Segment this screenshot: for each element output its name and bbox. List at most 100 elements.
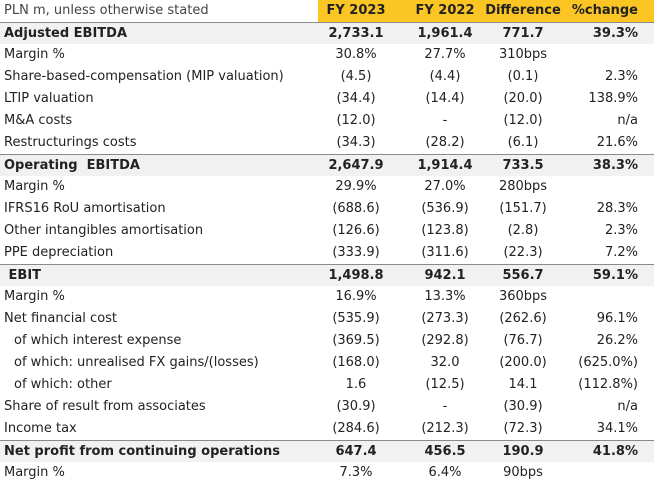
row-label: Share of result from associates <box>4 399 206 414</box>
table-cell: (76.7) <box>503 333 543 348</box>
table-cell: (112.8%) <box>578 377 638 392</box>
table-cell: 32.0 <box>430 355 460 370</box>
table-cell: 38.3% <box>592 158 638 173</box>
table-cell: 310bps <box>498 47 548 62</box>
table-cell: 1,498.8 <box>328 268 384 283</box>
table-cell: 29.9% <box>335 179 377 194</box>
table-cell: 190.9 <box>502 444 544 459</box>
table-cell: (20.0) <box>503 91 543 106</box>
column-header: FY 2023 <box>326 3 386 18</box>
table-cell: (28.2) <box>425 135 465 150</box>
table-cell: 30.8% <box>335 47 377 62</box>
row-label: Restructurings costs <box>4 135 137 150</box>
row-label: of which: other <box>14 377 112 392</box>
table-cell: (0.1) <box>507 69 539 84</box>
table-cell: 7.3% <box>339 465 373 480</box>
total-row: EBIT 1,498.8 942.1 556.7 59.1% <box>0 264 654 286</box>
table-cell: 2.3% <box>604 69 638 84</box>
table-row: Restructurings costs (34.3) (28.2) (6.1) 21.… <box>0 132 654 154</box>
table-cell: - <box>442 399 448 414</box>
column-header: %change <box>571 3 638 18</box>
table-cell: 2.3% <box>604 223 638 238</box>
table-row: IFRS16 RoU amortisation (688.6) (536.9) (15… <box>0 198 654 220</box>
table-cell: (12.0) <box>503 113 543 128</box>
table-cell: (284.6) <box>332 421 380 436</box>
total-row: Adjusted EBITDA 2,733.1 1,961.4 771.7 39.3% <box>0 22 654 44</box>
table-cell: (151.7) <box>499 201 547 216</box>
table-cell: (34.3) <box>336 135 376 150</box>
table-cell: (625.0%) <box>578 355 638 370</box>
table-cell: 942.1 <box>424 268 466 283</box>
table-cell: (200.0) <box>499 355 547 370</box>
table-cell: (4.4) <box>429 69 461 84</box>
table-cell: 733.5 <box>502 158 544 173</box>
table-row: of which: other 1.6 (12.5) 14.1 (112.8%) <box>0 374 654 396</box>
table-cell: 16.9% <box>335 289 377 304</box>
row-label: Net financial cost <box>4 311 118 326</box>
table-cell: n/a <box>617 113 638 128</box>
table-cell: 7.2% <box>604 245 638 260</box>
table-cell: 27.0% <box>424 179 466 194</box>
table-cell: (333.9) <box>332 245 380 260</box>
column-header: Difference <box>485 3 561 18</box>
table-cell: 771.7 <box>502 26 544 41</box>
table-cell: 21.6% <box>596 135 638 150</box>
table-cell: 6.4% <box>428 465 462 480</box>
table-cell: 13.3% <box>424 289 466 304</box>
table-row: Income tax (284.6) (212.3) (72.3) 34.1% <box>0 418 654 440</box>
row-label: Margin % <box>4 179 65 194</box>
table-row: of which interest expense (369.5) (292.8) (… <box>0 330 654 352</box>
table-cell: (168.0) <box>332 355 380 370</box>
table-cell: (72.3) <box>503 421 543 436</box>
row-label: Other intangibles amortisation <box>4 223 204 238</box>
table-cell: (536.9) <box>421 201 469 216</box>
row-label: Margin % <box>4 47 65 62</box>
table-cell: 2,733.1 <box>328 26 384 41</box>
table-cell: (6.1) <box>507 135 539 150</box>
table-cell: (123.8) <box>421 223 469 238</box>
table-cell: (4.5) <box>340 69 372 84</box>
table-cell: (30.9) <box>336 399 376 414</box>
row-label: of which interest expense <box>14 333 182 348</box>
table-cell: 1.6 <box>345 377 367 392</box>
table-row: Margin % 29.9% 27.0% 280bps <box>0 176 654 198</box>
table-cell: 138.9% <box>588 91 638 106</box>
table-row: of which: unrealised FX gains/(losses) (1… <box>0 352 654 374</box>
total-row: Operating EBITDA 2,647.9 1,914.4 733.5 38.3% <box>0 154 654 176</box>
column-header: FY 2022 <box>415 3 475 18</box>
row-label: PPE depreciation <box>4 245 114 260</box>
table-cell: 27.7% <box>424 47 466 62</box>
row-label: Margin % <box>4 465 65 480</box>
row-label: Net profit from continuing operations <box>4 444 280 459</box>
table-cell: (311.6) <box>421 245 469 260</box>
table-row: PPE depreciation (333.9) (311.6) (22.3) 7.2% <box>0 242 654 264</box>
row-label: LTIP valuation <box>4 91 94 106</box>
table-cell: 41.8% <box>592 444 638 459</box>
row-label: of which: unrealised FX gains/(losses) <box>14 355 259 370</box>
total-row: Net profit from continuing operations 647… <box>0 440 654 462</box>
table-cell: - <box>442 113 448 128</box>
table-row: M&A costs (12.0) - (12.0) n/a <box>0 110 654 132</box>
table-cell: (2.8) <box>507 223 539 238</box>
table-cell: (14.4) <box>425 91 465 106</box>
table-cell: 456.5 <box>424 444 466 459</box>
table-row: Margin % 30.8% 27.7% 310bps <box>0 44 654 66</box>
table-cell: 360bps <box>498 289 548 304</box>
table-cell: 28.3% <box>596 201 638 216</box>
table-cell: 96.1% <box>596 311 638 326</box>
table-row: Share-based-compensation (MIP valuation)… <box>0 66 654 88</box>
table-row: Net financial cost (535.9) (273.3) (262.6) 9… <box>0 308 654 330</box>
table-cell: 26.2% <box>596 333 638 348</box>
row-label: Margin % <box>4 289 65 304</box>
table-cell: 14.1 <box>508 377 538 392</box>
table-cell: 647.4 <box>335 444 377 459</box>
table-row: Other intangibles amortisation (126.6) (12… <box>0 220 654 242</box>
table-cell: n/a <box>617 399 638 414</box>
table-cell: (34.4) <box>336 91 376 106</box>
header-highlight <box>318 0 654 22</box>
table-cell: 280bps <box>498 179 548 194</box>
row-label: Operating EBITDA <box>4 158 140 173</box>
table-cell: 1,961.4 <box>417 26 473 41</box>
table-cell: (273.3) <box>421 311 469 326</box>
